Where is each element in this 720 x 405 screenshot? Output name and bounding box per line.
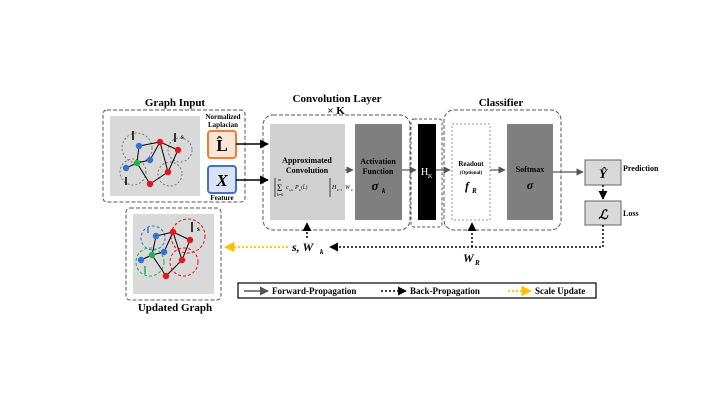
formula-main-sub: s,k — [289, 188, 293, 193]
activation-block — [355, 124, 402, 220]
readout-symbol: f — [465, 179, 470, 193]
conv-params-label: s, W — [291, 240, 314, 254]
legend-forward: Forward-Propagation — [244, 286, 356, 296]
graph-input-title: Graph Input — [145, 97, 206, 109]
softmax-label: Softmax — [516, 165, 544, 174]
conv-layer-title: Convolution Layer — [293, 93, 382, 105]
updated-scale-mark: s — [197, 225, 200, 233]
readout-params-sub: R — [474, 259, 480, 267]
formula-w: W — [345, 185, 351, 191]
feature-symbol: X — [215, 171, 228, 190]
loss-symbol: ℒ — [598, 207, 608, 222]
prediction-label: Prediction — [623, 164, 659, 173]
legend-forward-label: Forward-Propagation — [272, 286, 356, 296]
formula-h-sub: k−1 — [337, 188, 343, 192]
hidden-state-label: H — [421, 167, 428, 178]
readout-label: Readout — [458, 160, 484, 168]
forward-arrows — [236, 139, 584, 185]
laplacian-symbol: L̂ — [216, 136, 227, 155]
updated-graph-frame — [125, 207, 222, 301]
conv-params-sub: k — [320, 248, 324, 256]
input-graph — [119, 131, 193, 188]
formula-sum-bottom: k=0 — [277, 192, 283, 197]
activation-sub: k — [382, 187, 386, 195]
hidden-state-block — [418, 124, 436, 220]
legend-back: Back-Propagation — [381, 286, 480, 296]
laplacian-caption-line1: Normalized — [206, 113, 241, 121]
approx-conv-line2: Convolution — [286, 166, 329, 175]
input-graph-panel — [110, 116, 200, 196]
approx-conv-line1: Approximated — [282, 156, 332, 165]
activation-line2: Function — [363, 167, 394, 176]
conv-repeat-k: × K — [327, 105, 345, 117]
legend-scale-label: Scale Update — [535, 286, 585, 296]
readout-block — [451, 123, 491, 221]
conv-layer-frame — [262, 114, 411, 231]
activation-line1: Activation — [360, 157, 396, 166]
readout-optional: (Optional) — [460, 171, 483, 176]
updated-graph-title: Updated Graph — [138, 302, 212, 314]
feature-caption: Feature — [210, 194, 233, 202]
legend-box — [237, 282, 597, 299]
softmax-block — [507, 124, 553, 220]
graph-input-frame — [102, 109, 246, 203]
classifier-title: Classifier — [479, 97, 524, 109]
hidden-state-sub: K — [428, 174, 433, 180]
formula-h: H — [331, 185, 337, 191]
formula-p: P — [294, 185, 299, 191]
prediction-box — [584, 159, 622, 186]
readout-params-label: W — [463, 251, 475, 265]
formula-arg: (L̂) — [301, 185, 308, 191]
approx-conv-block — [270, 124, 345, 220]
activation-symbol: σ — [371, 178, 379, 193]
legend-scale: Scale Update — [508, 285, 585, 297]
readout-sub: R — [471, 187, 477, 195]
input-scale-mark: s — [181, 133, 184, 141]
legend-back-label: Back-Propagation — [410, 286, 480, 296]
prediction-symbol: Ŷ — [599, 166, 608, 181]
softmax-symbol: σ — [527, 178, 534, 192]
formula-p-sub: k — [299, 188, 301, 192]
updated-graph — [135, 218, 206, 280]
formula-sum: Σ — [277, 183, 282, 193]
approx-conv-formula: Σ m k=0 c s,k P k (L̂) H k−1 W k — [274, 177, 353, 197]
formula-sum-top: m — [278, 177, 282, 182]
laplacian-caption-line2: Laplacian — [208, 121, 238, 129]
formula-main: c — [286, 185, 289, 191]
loss-label: Loss — [623, 209, 639, 218]
formula-w-sub: k — [351, 188, 353, 192]
back-propagation-arrows — [302, 185, 608, 252]
